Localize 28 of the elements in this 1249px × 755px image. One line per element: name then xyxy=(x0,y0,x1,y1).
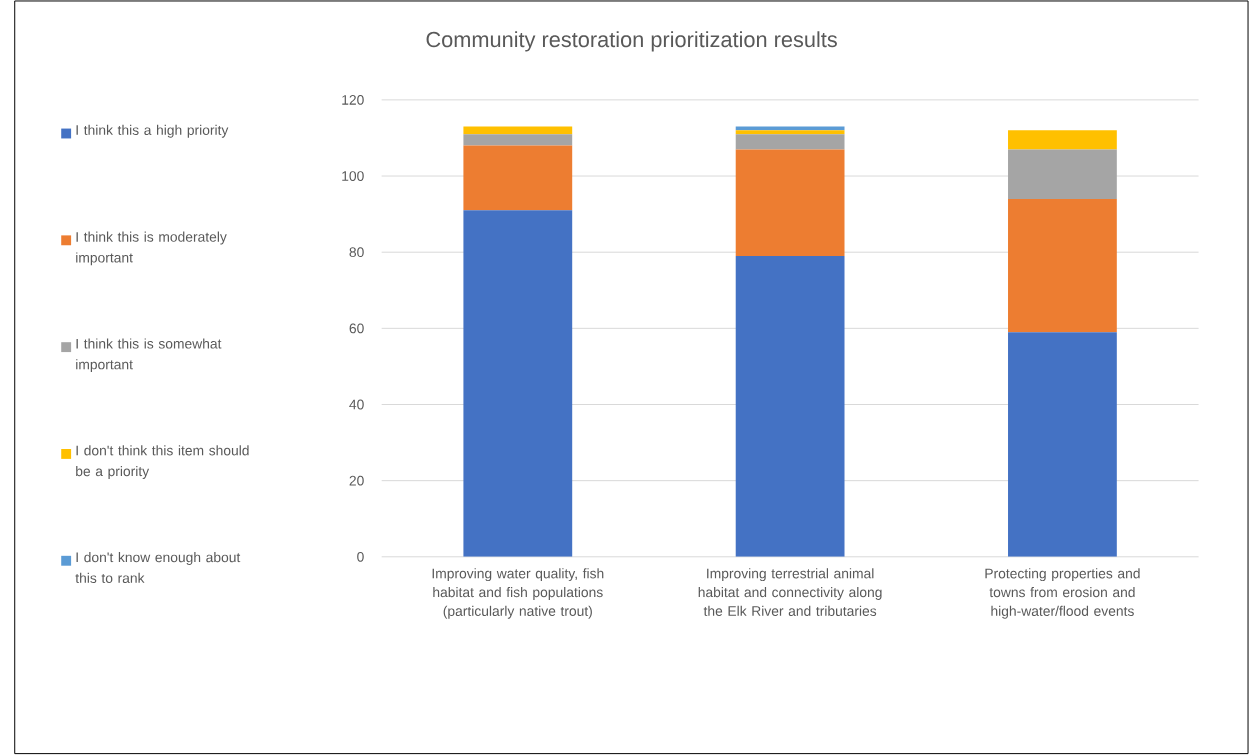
y-tick-label: 80 xyxy=(349,247,364,258)
bar xyxy=(1008,332,1117,557)
legend-label: I think this a high priority xyxy=(76,124,229,138)
bar xyxy=(1008,130,1117,150)
legend-label: I don't know enough about this to rank xyxy=(75,552,241,584)
bar xyxy=(1008,149,1117,200)
x-tick-label: Improving terrestrial animal habitat and connectivity along the Elk River and tributaries xyxy=(698,568,882,617)
x-tick-label: Improving water quality, fish habitat and fish populations (particularly native trout) xyxy=(432,568,604,619)
y-tick-label: 40 xyxy=(349,399,364,410)
bar xyxy=(463,145,573,211)
bar xyxy=(735,256,845,557)
y-tick-label: 60 xyxy=(349,323,364,334)
bar xyxy=(1008,199,1117,333)
y-tick-label: 0 xyxy=(357,552,364,562)
chart-title: Community restoration prioritization results xyxy=(426,31,837,52)
y-tick-label: 20 xyxy=(349,475,364,486)
y-tick-label: 100 xyxy=(342,171,364,182)
bar xyxy=(735,130,845,135)
legend-label: I think this is moderately important xyxy=(76,231,227,266)
legend-label: I think this is somewhat important xyxy=(76,338,222,373)
y-tick-label: 120 xyxy=(342,95,364,105)
bar xyxy=(463,126,573,135)
bar xyxy=(463,134,573,146)
x-tick-label: Protecting properties and towns from erosion and high-water/flood events xyxy=(985,568,1140,619)
legend-label: I don't think this item should be a priority xyxy=(76,445,249,480)
bar xyxy=(735,134,845,150)
bar xyxy=(735,149,845,257)
bar xyxy=(463,210,573,557)
